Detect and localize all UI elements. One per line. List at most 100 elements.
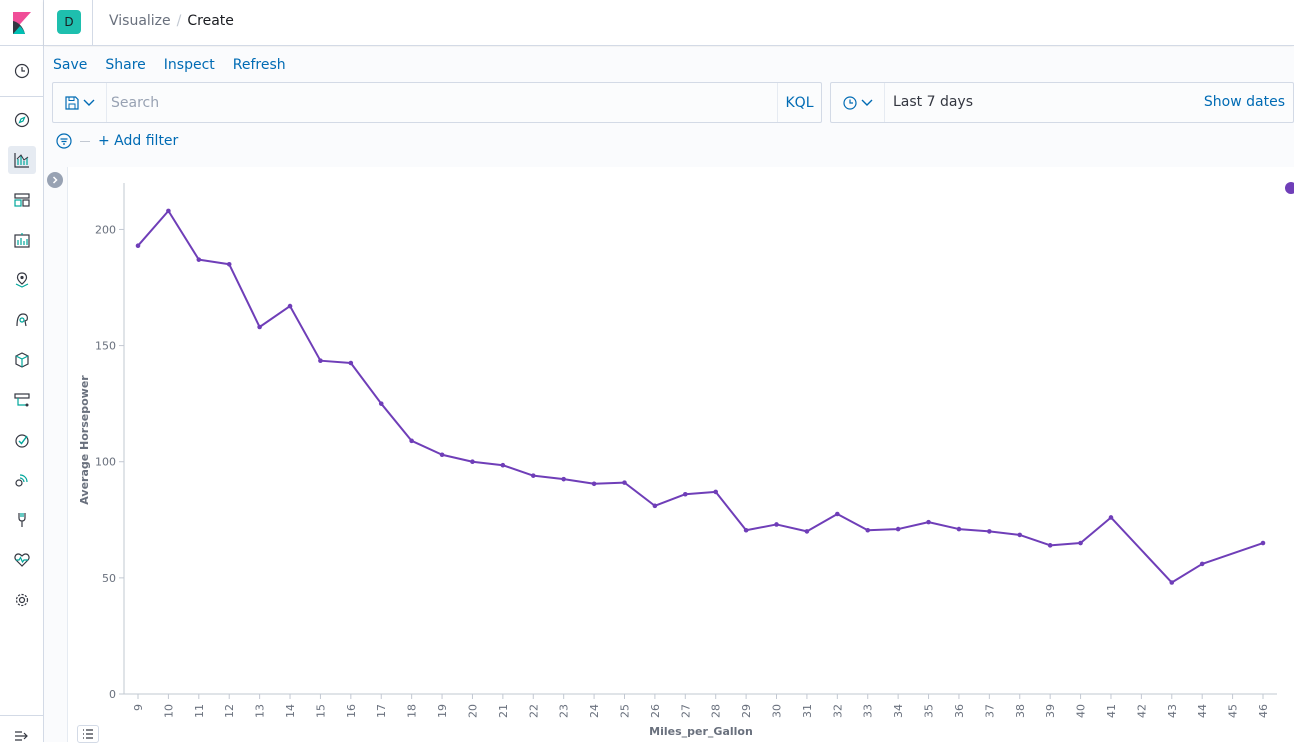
data-point[interactable] [439, 452, 445, 458]
show-dates-button[interactable]: Show dates [1203, 94, 1285, 110]
data-point[interactable] [1199, 561, 1205, 567]
y-tick-label: 100 [95, 456, 116, 469]
visualize-icon[interactable] [8, 146, 36, 174]
kibana-logo[interactable] [0, 0, 44, 46]
data-point[interactable] [865, 527, 871, 533]
saved-queries-button[interactable] [53, 83, 107, 122]
x-tick-label: 32 [831, 704, 844, 718]
data-point[interactable] [1108, 515, 1114, 520]
x-tick-label: 29 [740, 704, 753, 718]
data-point[interactable] [348, 360, 354, 366]
data-point[interactable] [987, 529, 992, 534]
date-range-text[interactable]: Last 7 days [893, 94, 974, 110]
x-tick-label: 21 [497, 704, 510, 718]
x-tick-label: 36 [953, 704, 966, 718]
inspect-button[interactable]: Inspect [163, 57, 215, 73]
apm-icon[interactable] [8, 426, 36, 454]
breadcrumb-visualize[interactable]: Visualize [109, 13, 171, 29]
data-point[interactable] [956, 526, 962, 532]
data-point[interactable] [895, 526, 901, 532]
ml-icon[interactable] [8, 306, 36, 334]
x-tick-label: 40 [1075, 704, 1088, 718]
refresh-button[interactable]: Refresh [232, 57, 286, 73]
data-point[interactable] [135, 243, 141, 249]
canvas-icon[interactable] [8, 226, 36, 254]
data-point[interactable] [774, 522, 779, 527]
x-tick-label: 15 [314, 704, 327, 718]
data-point[interactable] [622, 480, 627, 485]
expand-editor-icon[interactable] [47, 172, 63, 188]
x-tick-label: 30 [771, 704, 784, 718]
x-tick-label: 25 [618, 704, 631, 718]
x-tick-label: 45 [1227, 704, 1240, 718]
x-tick-label: 43 [1166, 704, 1179, 718]
x-tick-label: 23 [558, 704, 571, 718]
x-tick-label: 31 [801, 704, 814, 718]
add-filter-button[interactable]: + Add filter [98, 133, 179, 149]
quick-select-button[interactable] [831, 83, 885, 122]
data-point[interactable] [713, 489, 719, 495]
maps-icon[interactable] [8, 266, 36, 294]
data-point[interactable] [226, 261, 232, 267]
data-point[interactable] [470, 459, 475, 465]
uptime-icon[interactable] [8, 466, 36, 494]
x-tick-label: 27 [679, 704, 692, 718]
breadcrumb-separator: / [176, 13, 182, 29]
x-tick-label: 10 [162, 704, 175, 718]
editor-collapse-panel [44, 167, 68, 742]
header: D Visualize / Create [44, 0, 1294, 46]
legend-toggle-dot[interactable] [1285, 182, 1294, 194]
data-point[interactable] [652, 503, 658, 509]
x-tick-label: 33 [862, 704, 875, 718]
infra-icon[interactable] [8, 346, 36, 374]
data-point[interactable] [257, 324, 262, 330]
dev-tools-icon[interactable] [8, 506, 36, 534]
x-tick-label: 34 [892, 704, 905, 718]
data-point[interactable] [804, 529, 810, 534]
data-point[interactable] [591, 481, 597, 487]
x-tick-label: 16 [345, 704, 358, 718]
data-point[interactable] [561, 476, 566, 482]
x-tick-label: 14 [284, 704, 297, 718]
chevron-down-icon [83, 99, 94, 106]
data-point[interactable] [530, 473, 536, 478]
data-point[interactable] [166, 208, 171, 214]
data-point[interactable] [409, 438, 414, 444]
data-point[interactable] [1078, 540, 1083, 546]
data-point[interactable] [835, 511, 840, 517]
data-point[interactable] [926, 519, 931, 525]
legend-toggle-button[interactable] [77, 725, 99, 743]
data-point[interactable] [682, 491, 688, 497]
filter-icon[interactable] [56, 133, 72, 149]
x-tick-label: 39 [1044, 704, 1057, 718]
dashboard-icon[interactable] [8, 186, 36, 214]
data-point[interactable] [1017, 532, 1023, 538]
data-point[interactable] [196, 257, 202, 262]
search-input[interactable] [111, 89, 711, 116]
data-point[interactable] [318, 358, 323, 363]
x-tick-label: 20 [466, 704, 479, 718]
space-avatar[interactable]: D [57, 10, 81, 34]
data-point[interactable] [378, 401, 384, 406]
x-tick-label: 18 [406, 704, 419, 718]
y-axis-label: Average Horsepower [78, 375, 91, 505]
logs-icon[interactable] [8, 386, 36, 414]
collapse-nav-icon[interactable] [8, 722, 36, 750]
discover-icon[interactable] [8, 106, 36, 134]
data-point[interactable] [743, 527, 749, 533]
x-tick-label: 28 [710, 704, 723, 718]
data-point[interactable] [287, 303, 293, 309]
management-icon[interactable] [8, 586, 36, 614]
data-point[interactable] [500, 462, 506, 468]
x-tick-label: 37 [983, 704, 996, 718]
share-button[interactable]: Share [105, 57, 146, 73]
calendar-clock-icon [842, 95, 857, 110]
monitoring-icon[interactable] [8, 546, 36, 574]
data-point[interactable] [1169, 580, 1175, 585]
x-tick-label: 26 [649, 704, 662, 718]
data-point[interactable] [1260, 540, 1266, 546]
data-point[interactable] [1047, 543, 1053, 548]
clock-icon[interactable] [8, 57, 36, 85]
save-button[interactable]: Save [53, 57, 88, 73]
kql-toggle[interactable]: KQL [777, 83, 821, 122]
